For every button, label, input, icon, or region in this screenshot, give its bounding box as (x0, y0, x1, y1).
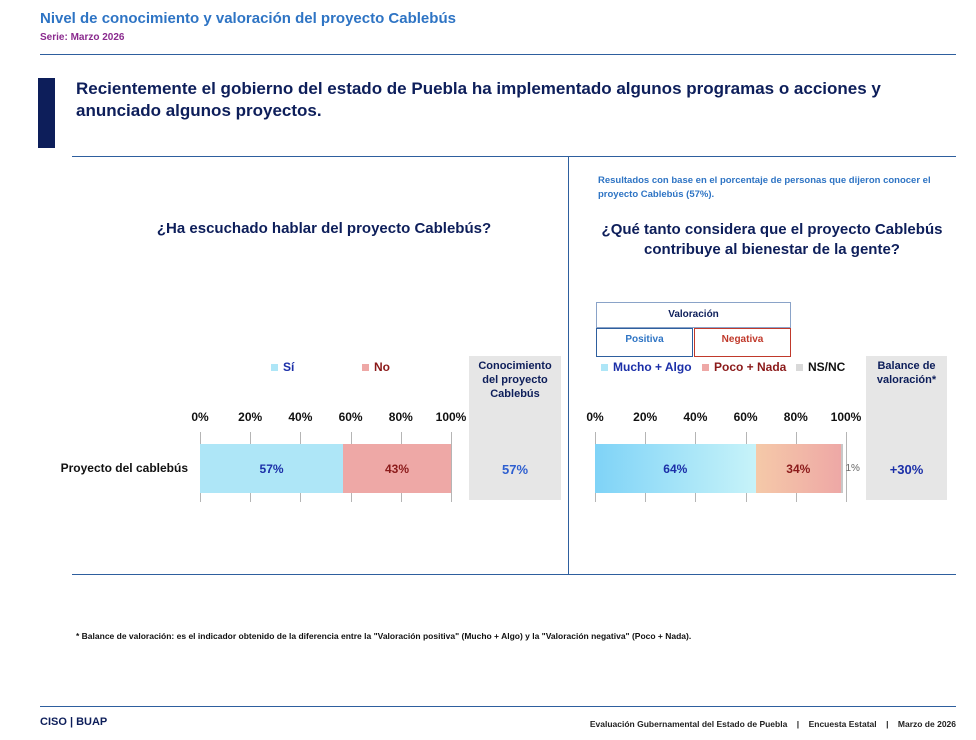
tick-label: 80% (388, 410, 413, 424)
footnote: * Balance de valoración: es el indicador… (76, 631, 692, 641)
right-question: ¿Qué tanto considera que el proyecto Cab… (601, 221, 943, 258)
header-divider (40, 54, 956, 55)
legend-mucho-algo-label: Mucho + Algo (613, 360, 692, 374)
legend-mucho-algo: Mucho + Algo (601, 360, 692, 374)
valoracion-header: Valoración (596, 302, 791, 328)
negativa-header: Negativa (694, 328, 791, 357)
bar-value-label: 43% (385, 461, 410, 476)
base-note: Resultados con base en el porcentaje de … (598, 175, 931, 200)
accent-bar (38, 78, 55, 148)
legend-mucho-algo-swatch (601, 363, 608, 371)
legend-poco-nada-label: Poco + Nada (714, 360, 787, 374)
footer-info: Evaluación Gubernamental del Estado de P… (589, 719, 956, 729)
tick-label: 100% (830, 410, 862, 424)
legend-nsnc-swatch (796, 363, 803, 371)
bar-segment: 43% (343, 444, 451, 493)
tick-label: 0% (191, 410, 209, 424)
legend-si-label: Sí (283, 360, 295, 374)
tick-label: 100% (435, 410, 467, 424)
knowledge-summary-header: Conocimiento del proyecto Cablebús (478, 360, 552, 400)
tick-label: 80% (783, 410, 808, 424)
legend-si: Sí (271, 360, 294, 374)
legend-nsnc: NS/NC (796, 360, 845, 374)
tick-label: 20% (238, 410, 263, 424)
footer-divider (40, 706, 956, 707)
legend-poco-nada-swatch (702, 363, 709, 371)
page-title: Nivel de conocimiento y valoración del p… (40, 10, 456, 27)
intro-text: Recientemente el gobierno del estado de … (76, 79, 881, 120)
knowledge-chart: 0% 20% 40% 60% 80% 100% 57% 43% (191, 410, 466, 505)
positiva-label: Positiva (625, 334, 664, 345)
tick-label: 60% (338, 410, 363, 424)
negativa-label: Negativa (721, 334, 764, 345)
bar-segment: 1% (840, 444, 860, 493)
row-label: Proyecto del cablebús (60, 461, 188, 475)
tick-label: 20% (633, 410, 658, 424)
balance-summary-header: Balance de valoración* (876, 360, 937, 386)
bar-value-label: 34% (786, 461, 811, 476)
bar-value-label: 64% (663, 461, 688, 476)
panel-bottom-rule (72, 574, 956, 575)
valuation-chart: 0% 20% 40% 60% 80% 100% 64% 34% 1% (586, 410, 861, 505)
legend-poco-nada: Poco + Nada (702, 360, 786, 374)
knowledge-summary-column (469, 356, 561, 500)
bar-value-label: 57% (259, 461, 284, 476)
gridline (846, 432, 847, 502)
bar-segment: 64% (595, 444, 756, 493)
legend-nsnc-label: NS/NC (808, 360, 846, 374)
legend-no: No (362, 360, 390, 374)
bar-segment: 57% (200, 444, 344, 493)
balance-summary-column (866, 356, 947, 500)
panel-divider (568, 156, 569, 574)
legend-no-swatch (362, 363, 369, 371)
tick-label: 60% (733, 410, 758, 424)
knowledge-summary-value: 57% (501, 462, 529, 477)
legend-si-swatch (271, 363, 278, 371)
panel-top-rule (72, 156, 956, 157)
positiva-header: Positiva (596, 328, 693, 357)
tick-label: 40% (288, 410, 313, 424)
legend-no-label: No (374, 360, 390, 374)
series-label: Serie: Marzo 2026 (40, 32, 125, 43)
tick-label: 0% (586, 410, 604, 424)
footer-brand: CISO | BUAP (40, 716, 108, 728)
tick-label: 40% (683, 410, 708, 424)
balance-summary-value: +30% (889, 462, 924, 477)
bar-value-label: 1% (845, 463, 860, 474)
gridline (451, 432, 452, 502)
left-question: ¿Ha escuchado hablar del proyecto Cableb… (156, 220, 492, 237)
bar-segment: 34% (755, 444, 841, 493)
